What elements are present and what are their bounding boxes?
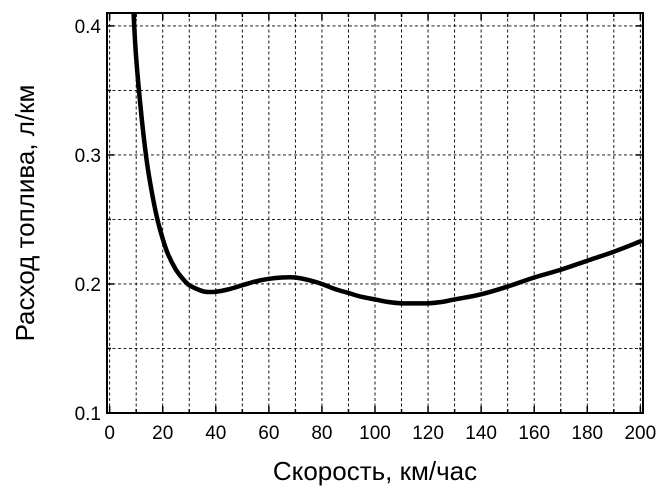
- series-group: [131, 13, 643, 306]
- x-tick-label: 200: [624, 423, 656, 444]
- x-tick-label: 120: [412, 423, 444, 444]
- x-tick-label: 80: [311, 423, 332, 444]
- x-tick-label: 40: [205, 423, 226, 444]
- x-tick-labels: 0 20 40 60 80 100 120 140 160 180 200: [104, 423, 656, 444]
- y-tick-label: 0.2: [75, 275, 101, 296]
- y-tick-labels: 0.1 0.2 0.3 0.4: [75, 17, 102, 425]
- x-tick-label: 60: [258, 423, 279, 444]
- x-tick-label: 0: [104, 423, 115, 444]
- x-tick-label: 140: [465, 423, 497, 444]
- y-axis-label: Расход топлива, л/км: [10, 85, 40, 342]
- y-tick-label: 0.1: [75, 404, 101, 425]
- grid-lines: [107, 13, 643, 413]
- x-tick-label: 20: [152, 423, 173, 444]
- x-tick-label: 100: [359, 423, 391, 444]
- series-line: [131, 13, 643, 306]
- y-tick-label: 0.3: [75, 146, 101, 167]
- y-tick-label: 0.4: [75, 17, 102, 38]
- x-axis-label: Скорость, км/час: [273, 456, 477, 486]
- x-tick-label: 160: [518, 423, 550, 444]
- plot-frame: [106, 12, 644, 414]
- x-tick-label: 180: [571, 423, 603, 444]
